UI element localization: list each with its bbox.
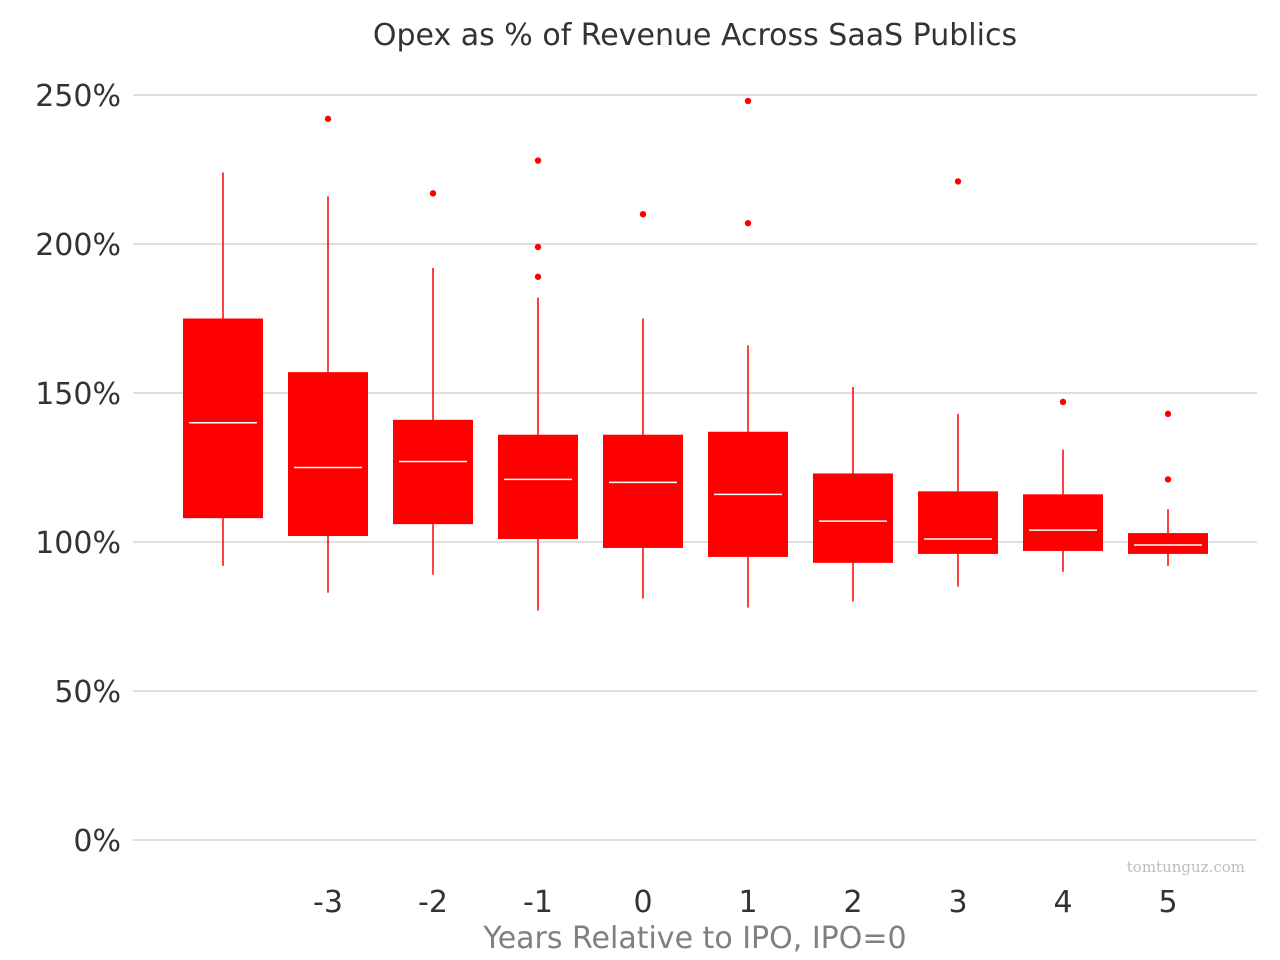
box-group	[1128, 410, 1208, 566]
x-tick-label: 0	[633, 885, 652, 920]
y-tick-label: 200%	[35, 228, 121, 263]
x-tick-label: 5	[1158, 885, 1177, 920]
outlier-point	[639, 211, 647, 218]
y-tick-label: 150%	[35, 377, 121, 412]
box-group	[498, 157, 578, 611]
outlier-point	[534, 157, 542, 164]
box-group	[708, 97, 788, 608]
box-group	[393, 190, 473, 575]
y-tick-label: 100%	[35, 526, 121, 561]
x-tick-label: 4	[1053, 885, 1072, 920]
y-tick-label: 50%	[54, 675, 121, 710]
outlier-point	[954, 178, 962, 185]
box-group	[288, 115, 368, 593]
iqr-box	[918, 491, 998, 554]
x-tick-label: 1	[738, 885, 757, 920]
box-group	[918, 178, 998, 587]
chart-title: Opex as % of Revenue Across SaaS Publics	[373, 18, 1017, 53]
outlier-point	[1164, 410, 1172, 418]
x-axis-label: Years Relative to IPO, IPO=0	[482, 921, 906, 956]
iqr-box	[288, 372, 368, 537]
iqr-box	[498, 434, 578, 540]
iqr-box	[813, 473, 893, 563]
x-tick-label: -2	[418, 885, 448, 920]
outlier-point	[324, 115, 332, 123]
y-tick-label: 250%	[35, 79, 121, 114]
x-axis: -3 -2 -1 0 1 2 3 4 5	[313, 885, 1178, 920]
iqr-box	[183, 318, 263, 519]
outlier-point	[744, 219, 752, 227]
y-axis: 0% 50% 100% 150% 200% 250%	[35, 79, 121, 859]
outlier-point	[534, 273, 542, 280]
outlier-point	[429, 190, 437, 197]
outlier-point	[744, 97, 752, 105]
watermark-text: tomtunguz.com	[1127, 858, 1245, 876]
iqr-box	[1128, 533, 1208, 554]
outlier-point	[1164, 476, 1172, 483]
box-group	[603, 211, 683, 599]
iqr-box	[393, 419, 473, 525]
x-tick-label: -3	[313, 885, 343, 920]
x-tick-label: 3	[948, 885, 967, 920]
outlier-point	[1059, 398, 1067, 406]
box-group	[1023, 398, 1103, 572]
x-tick-label: -1	[523, 885, 553, 920]
iqr-box	[1023, 494, 1103, 551]
iqr-box	[603, 434, 683, 548]
outlier-point	[534, 243, 542, 251]
x-tick-label: 2	[843, 885, 862, 920]
box-group	[813, 387, 893, 602]
y-tick-label: 0%	[73, 824, 121, 859]
boxes-group	[183, 97, 1208, 611]
box-group	[183, 172, 263, 566]
